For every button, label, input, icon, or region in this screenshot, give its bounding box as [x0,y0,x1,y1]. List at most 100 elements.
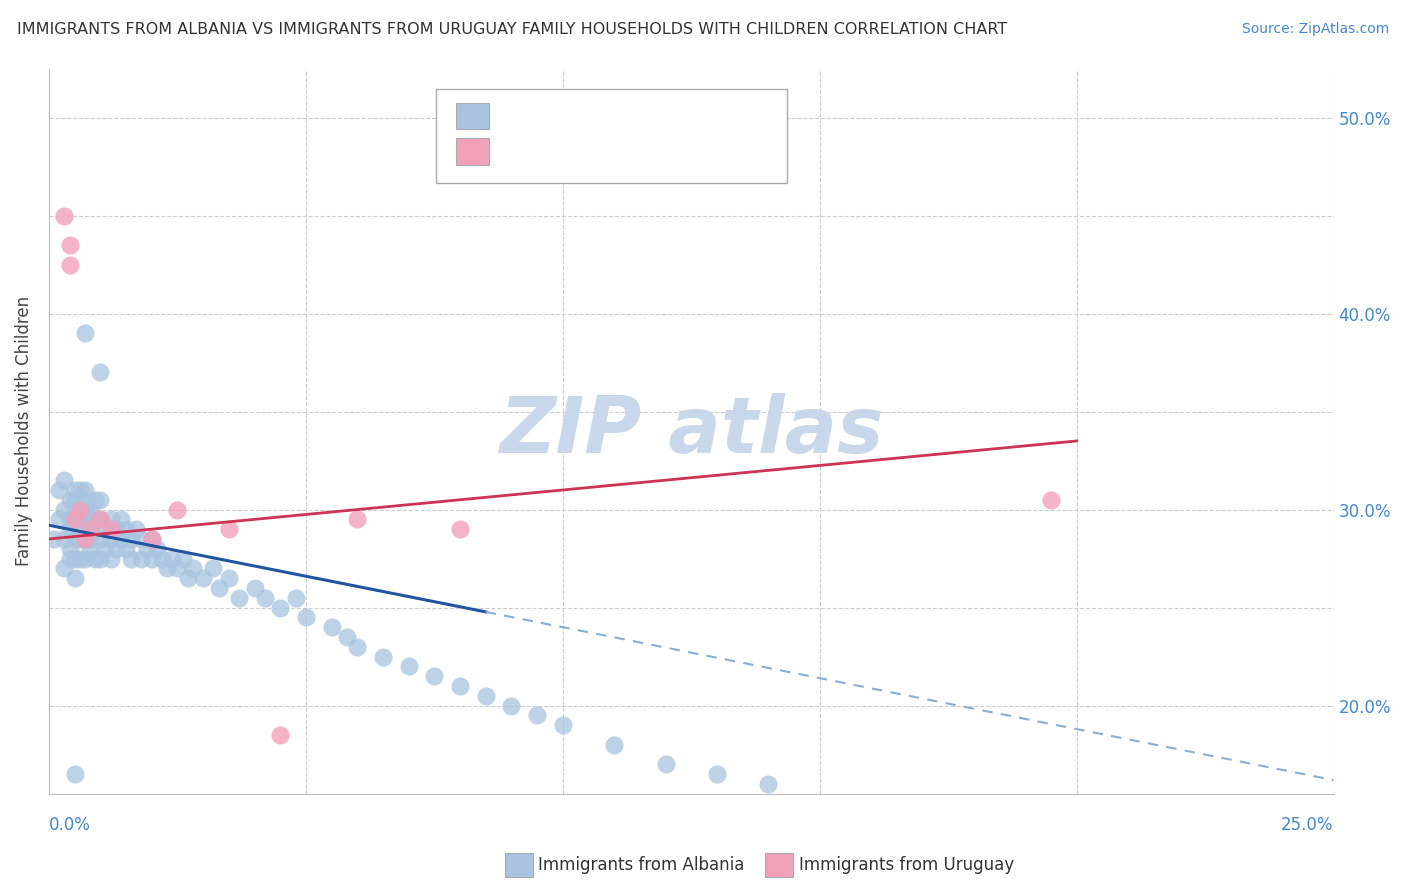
Point [115,522,138,536]
Point [110,532,132,546]
Point [135,541,157,556]
Point [141,551,163,566]
Point [79,532,101,546]
Point [69,502,91,516]
Text: Immigrants from Uruguay: Immigrants from Uruguay [799,856,1014,874]
Point [449,679,471,693]
Point [758,777,780,791]
Text: -0.187: -0.187 [538,107,603,125]
Point [100,512,122,526]
Point [63,767,86,781]
Text: R =: R = [496,107,536,125]
Point [53,473,76,487]
Point [423,669,446,683]
Point [89,551,111,566]
Point [58,492,80,507]
Point [63,502,86,516]
Point [100,522,122,536]
Point [526,708,548,723]
Point [603,738,626,752]
Text: N =: N = [612,143,651,161]
Point [63,571,86,585]
Point [253,591,276,605]
Point [58,238,80,252]
Point [84,551,107,566]
Point [100,551,122,566]
Point [269,728,291,742]
Point [48,512,70,526]
Point [346,640,368,654]
Point [94,541,117,556]
Point [146,541,169,556]
Point [73,492,96,507]
Point [89,512,111,526]
Point [166,502,188,516]
Text: 25.0%: 25.0% [1281,815,1334,833]
Point [1040,492,1063,507]
Point [69,483,91,497]
Point [120,551,142,566]
Point [295,610,318,624]
Point [42,532,65,546]
Point [79,541,101,556]
Text: IMMIGRANTS FROM ALBANIA VS IMMIGRANTS FROM URUGUAY FAMILY HOUSEHOLDS WITH CHILDR: IMMIGRANTS FROM ALBANIA VS IMMIGRANTS FR… [17,22,1007,37]
Point [73,483,96,497]
Point [84,512,107,526]
Point [120,532,142,546]
Point [69,532,91,546]
Point [398,659,420,673]
Point [141,532,163,546]
Point [156,561,179,575]
Point [69,512,91,526]
Point [58,512,80,526]
Point [104,541,127,556]
Point [69,502,91,516]
Point [501,698,523,713]
Point [115,541,138,556]
Point [89,492,111,507]
Point [89,532,111,546]
Point [371,649,394,664]
Point [84,492,107,507]
Point [63,551,86,566]
Point [243,581,266,595]
Text: 97: 97 [648,107,673,125]
Point [48,483,70,497]
Point [207,581,229,595]
Point [53,502,76,516]
Point [218,522,240,536]
Point [181,561,204,575]
Point [284,591,307,605]
Point [218,571,240,585]
Point [63,483,86,497]
Text: 16: 16 [648,143,673,161]
Text: N =: N = [612,107,651,125]
Point [706,767,728,781]
Point [177,571,200,585]
Point [63,492,86,507]
Point [551,718,574,732]
Point [79,502,101,516]
Text: ZIP atlas: ZIP atlas [499,393,883,469]
Text: Source: ZipAtlas.com: Source: ZipAtlas.com [1241,22,1389,37]
Point [191,571,214,585]
Point [125,522,148,536]
Text: Immigrants from Albania: Immigrants from Albania [538,856,745,874]
Point [321,620,343,634]
Point [63,512,86,526]
Point [110,512,132,526]
Point [69,551,91,566]
Point [150,551,173,566]
Point [131,551,153,566]
Text: 0.124: 0.124 [538,143,595,161]
Point [172,551,194,566]
Point [73,326,96,340]
Point [474,689,496,703]
Point [53,561,76,575]
Point [79,522,101,536]
Point [141,532,163,546]
Point [228,591,250,605]
Point [100,532,122,546]
Point [58,551,80,566]
Point [69,522,91,536]
